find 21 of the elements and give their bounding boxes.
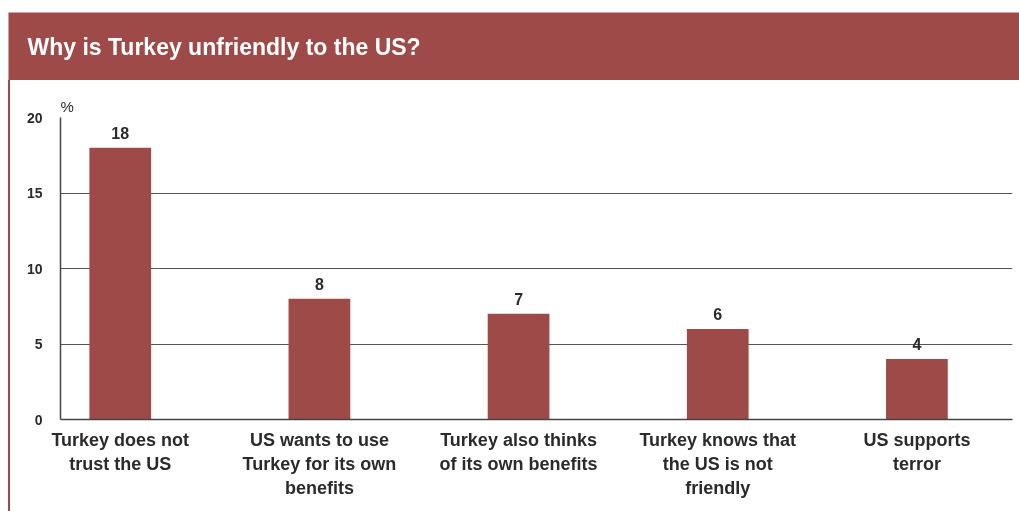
bar (686, 328, 749, 420)
y-tick-label: 15 (26, 185, 43, 201)
y-tick-label: 20 (26, 109, 43, 126)
bar (886, 359, 948, 420)
bar (487, 313, 550, 420)
x-tick-label: Turkey also thinks of its own benefits (439, 429, 598, 474)
y-tick-label: 0 (34, 411, 43, 428)
bar (89, 147, 152, 420)
data-label: 6 (713, 305, 723, 323)
data-label: 7 (514, 290, 524, 308)
y-tick-label: 5 (34, 336, 43, 352)
data-label: 18 (111, 124, 130, 142)
data-label: 8 (314, 275, 324, 293)
y-axis-title: % (60, 97, 74, 115)
bar (288, 298, 351, 420)
x-tick-label: US supports terror (863, 429, 971, 474)
y-tick-label: 10 (26, 260, 43, 277)
x-tick-label: US wants to use Turkey for its own benefits (242, 429, 397, 498)
x-tick-label: Turkey knows that the US is not friendly (639, 429, 797, 498)
chart-title: Why is Turkey unfriendly to the US? (27, 33, 421, 60)
x-tick-label: Turkey does not trust the US (51, 429, 190, 474)
